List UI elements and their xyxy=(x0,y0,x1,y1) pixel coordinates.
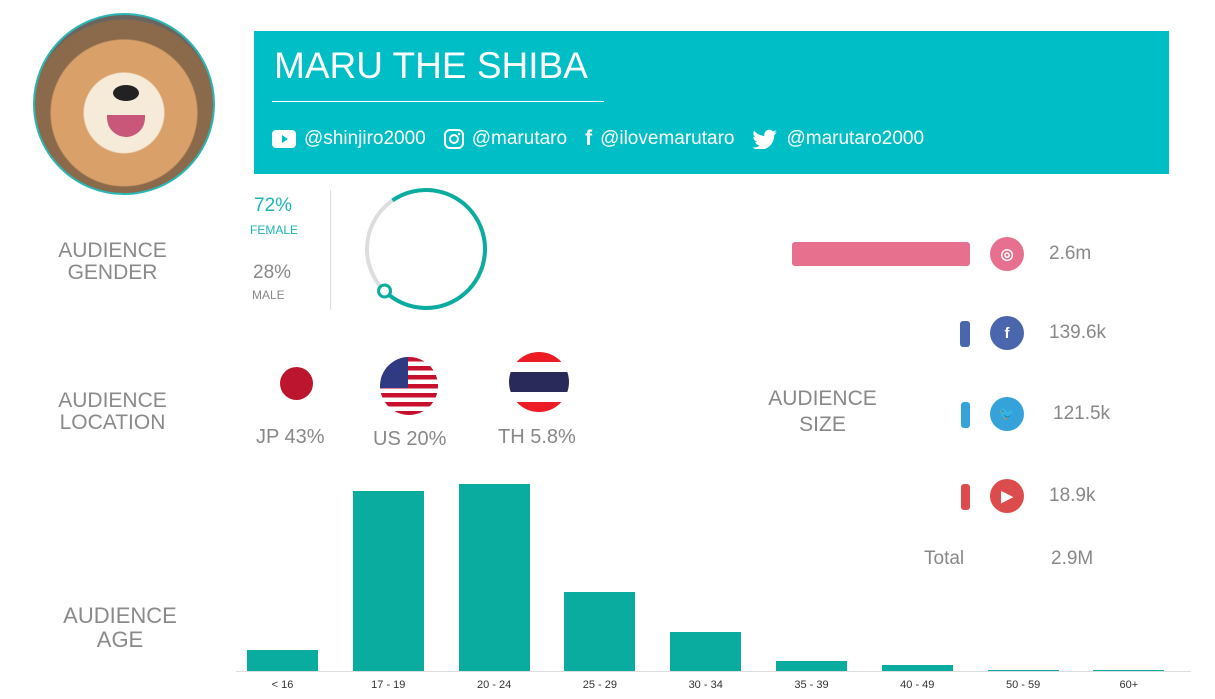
twitter-icon: 🐦 xyxy=(990,397,1024,431)
gender-ring-chart xyxy=(365,188,487,310)
header-divider xyxy=(272,101,604,102)
facebook-icon: f xyxy=(990,316,1024,350)
age-axis-line xyxy=(236,671,1191,672)
age-tick-label: 40 - 49 xyxy=(900,679,935,691)
age-bar xyxy=(776,661,847,671)
profile-name: MARU THE SHIBA xyxy=(274,45,588,86)
age-bar xyxy=(987,669,1059,671)
age-section-label: AUDIENCE AGE xyxy=(63,603,177,652)
age-bar xyxy=(670,631,742,671)
age-tick-label: 50 - 59 xyxy=(1005,679,1041,691)
male-label: MALE xyxy=(252,288,285,302)
youtube-size-bar xyxy=(961,484,970,510)
youtube-icon: ▶ xyxy=(990,479,1024,513)
total-value: 2.9M xyxy=(1051,548,1094,569)
age-tick-label: 30 - 34 xyxy=(688,679,723,691)
social-instagram[interactable]: @marutaro xyxy=(443,128,568,150)
facebook-audience-value: 139.6k xyxy=(1049,322,1107,343)
total-label: Total xyxy=(924,548,965,569)
facebook-icon: f xyxy=(585,127,593,150)
age-tick-label: < 16 xyxy=(271,679,294,691)
profile-avatar xyxy=(33,13,215,195)
twitter-size-bar xyxy=(961,402,970,428)
gender-divider xyxy=(330,190,331,310)
age-bar xyxy=(1093,669,1165,671)
twitter-icon xyxy=(752,129,778,149)
female-label: FEMALE xyxy=(250,223,299,237)
country-jp: JP 43% xyxy=(256,426,325,448)
dog-mouth xyxy=(107,115,145,137)
age-tick-label: 60+ xyxy=(1119,679,1139,691)
instagram-audience-value: 2.6m xyxy=(1049,243,1092,264)
age-tick-label: 35 - 39 xyxy=(794,679,829,691)
female-ring xyxy=(383,188,487,310)
gender-section-label: AUDIENCE GENDER xyxy=(58,239,167,284)
facebook-handle: @ilovemarutaro xyxy=(600,128,735,149)
japan-flag-icon xyxy=(280,367,313,400)
age-bar xyxy=(352,490,424,671)
instagram-icon xyxy=(443,129,464,149)
age-tick-label: 17 - 19 xyxy=(371,679,406,691)
country-th: TH 5.8% xyxy=(498,426,576,448)
twitter-handle: @marutaro2000 xyxy=(786,128,925,149)
twitter-audience-value: 121.5k xyxy=(1053,403,1111,424)
age-bar xyxy=(881,665,953,671)
dog-nose xyxy=(113,85,139,101)
social-youtube[interactable]: @shinjiro2000 xyxy=(272,128,426,150)
country-us: US 20% xyxy=(373,428,447,450)
social-handles: @shinjiro2000 @marutaro f @ilovemarutaro … xyxy=(272,127,924,151)
us-flag-icon xyxy=(380,357,438,415)
male-percent: 28% xyxy=(253,262,292,283)
social-twitter[interactable]: @marutaro2000 xyxy=(752,128,924,150)
instagram-handle: @marutaro xyxy=(471,128,568,149)
age-bar xyxy=(247,650,318,671)
profile-header: MARU THE SHIBA @shinjiro2000 @marutaro f… xyxy=(254,31,1169,174)
age-tick-label: 20 - 24 xyxy=(476,679,512,691)
age-bar xyxy=(458,483,530,671)
thailand-flag-icon xyxy=(509,352,569,412)
size-section-label: AUDIENCE SIZE xyxy=(768,387,877,436)
age-tick-label: 25 - 29 xyxy=(582,679,618,691)
facebook-size-bar xyxy=(960,321,970,347)
instagram-size-bar xyxy=(792,242,970,266)
ring-end-marker xyxy=(377,283,393,299)
youtube-audience-value: 18.9k xyxy=(1049,485,1096,506)
age-bar xyxy=(564,591,636,671)
youtube-handle: @shinjiro2000 xyxy=(304,128,426,149)
location-section-label: AUDIENCE LOCATION xyxy=(58,389,167,434)
female-percent: 72% xyxy=(254,195,293,216)
social-facebook[interactable]: f @ilovemarutaro xyxy=(585,127,734,151)
instagram-icon: ◎ xyxy=(990,237,1024,271)
youtube-icon xyxy=(272,130,296,148)
